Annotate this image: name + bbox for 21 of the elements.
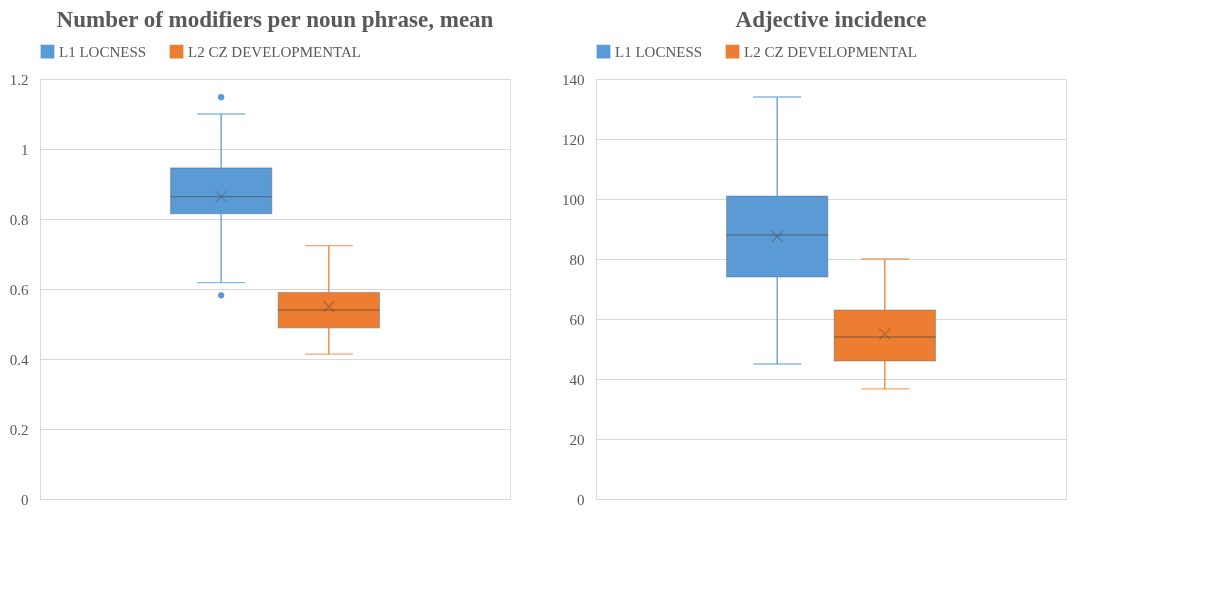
- y-tick-label: 1: [21, 141, 29, 158]
- y-tick-label: 0: [577, 491, 585, 508]
- chart-title: Adjective incidence: [735, 7, 927, 32]
- legend-label: L1 LOCNESS: [59, 43, 147, 60]
- y-tick-label: 0.2: [9, 421, 29, 438]
- y-tick-label: 1.2: [9, 71, 29, 88]
- legend-label: L1 LOCNESS: [615, 43, 703, 60]
- y-tick-label: 80: [569, 251, 585, 268]
- y-tick-label: 20: [569, 431, 585, 448]
- y-tick-label: 0.8: [9, 211, 29, 228]
- y-tick-label: 120: [562, 131, 585, 148]
- y-tick-label: 0.6: [9, 281, 29, 298]
- y-tick-label: 40: [569, 371, 585, 388]
- y-tick-label: 0: [21, 491, 29, 508]
- y-tick-label: 60: [569, 311, 585, 328]
- legend-label: L2 CZ DEVELOPMENTAL: [188, 43, 361, 60]
- legend-label: L2 CZ DEVELOPMENTAL: [744, 43, 917, 60]
- y-tick-label: 140: [562, 71, 585, 88]
- y-tick-label: 0.4: [9, 351, 29, 368]
- y-tick-label: 100: [562, 191, 585, 208]
- chart-title: Number of modifiers per noun phrase, mean: [56, 7, 494, 32]
